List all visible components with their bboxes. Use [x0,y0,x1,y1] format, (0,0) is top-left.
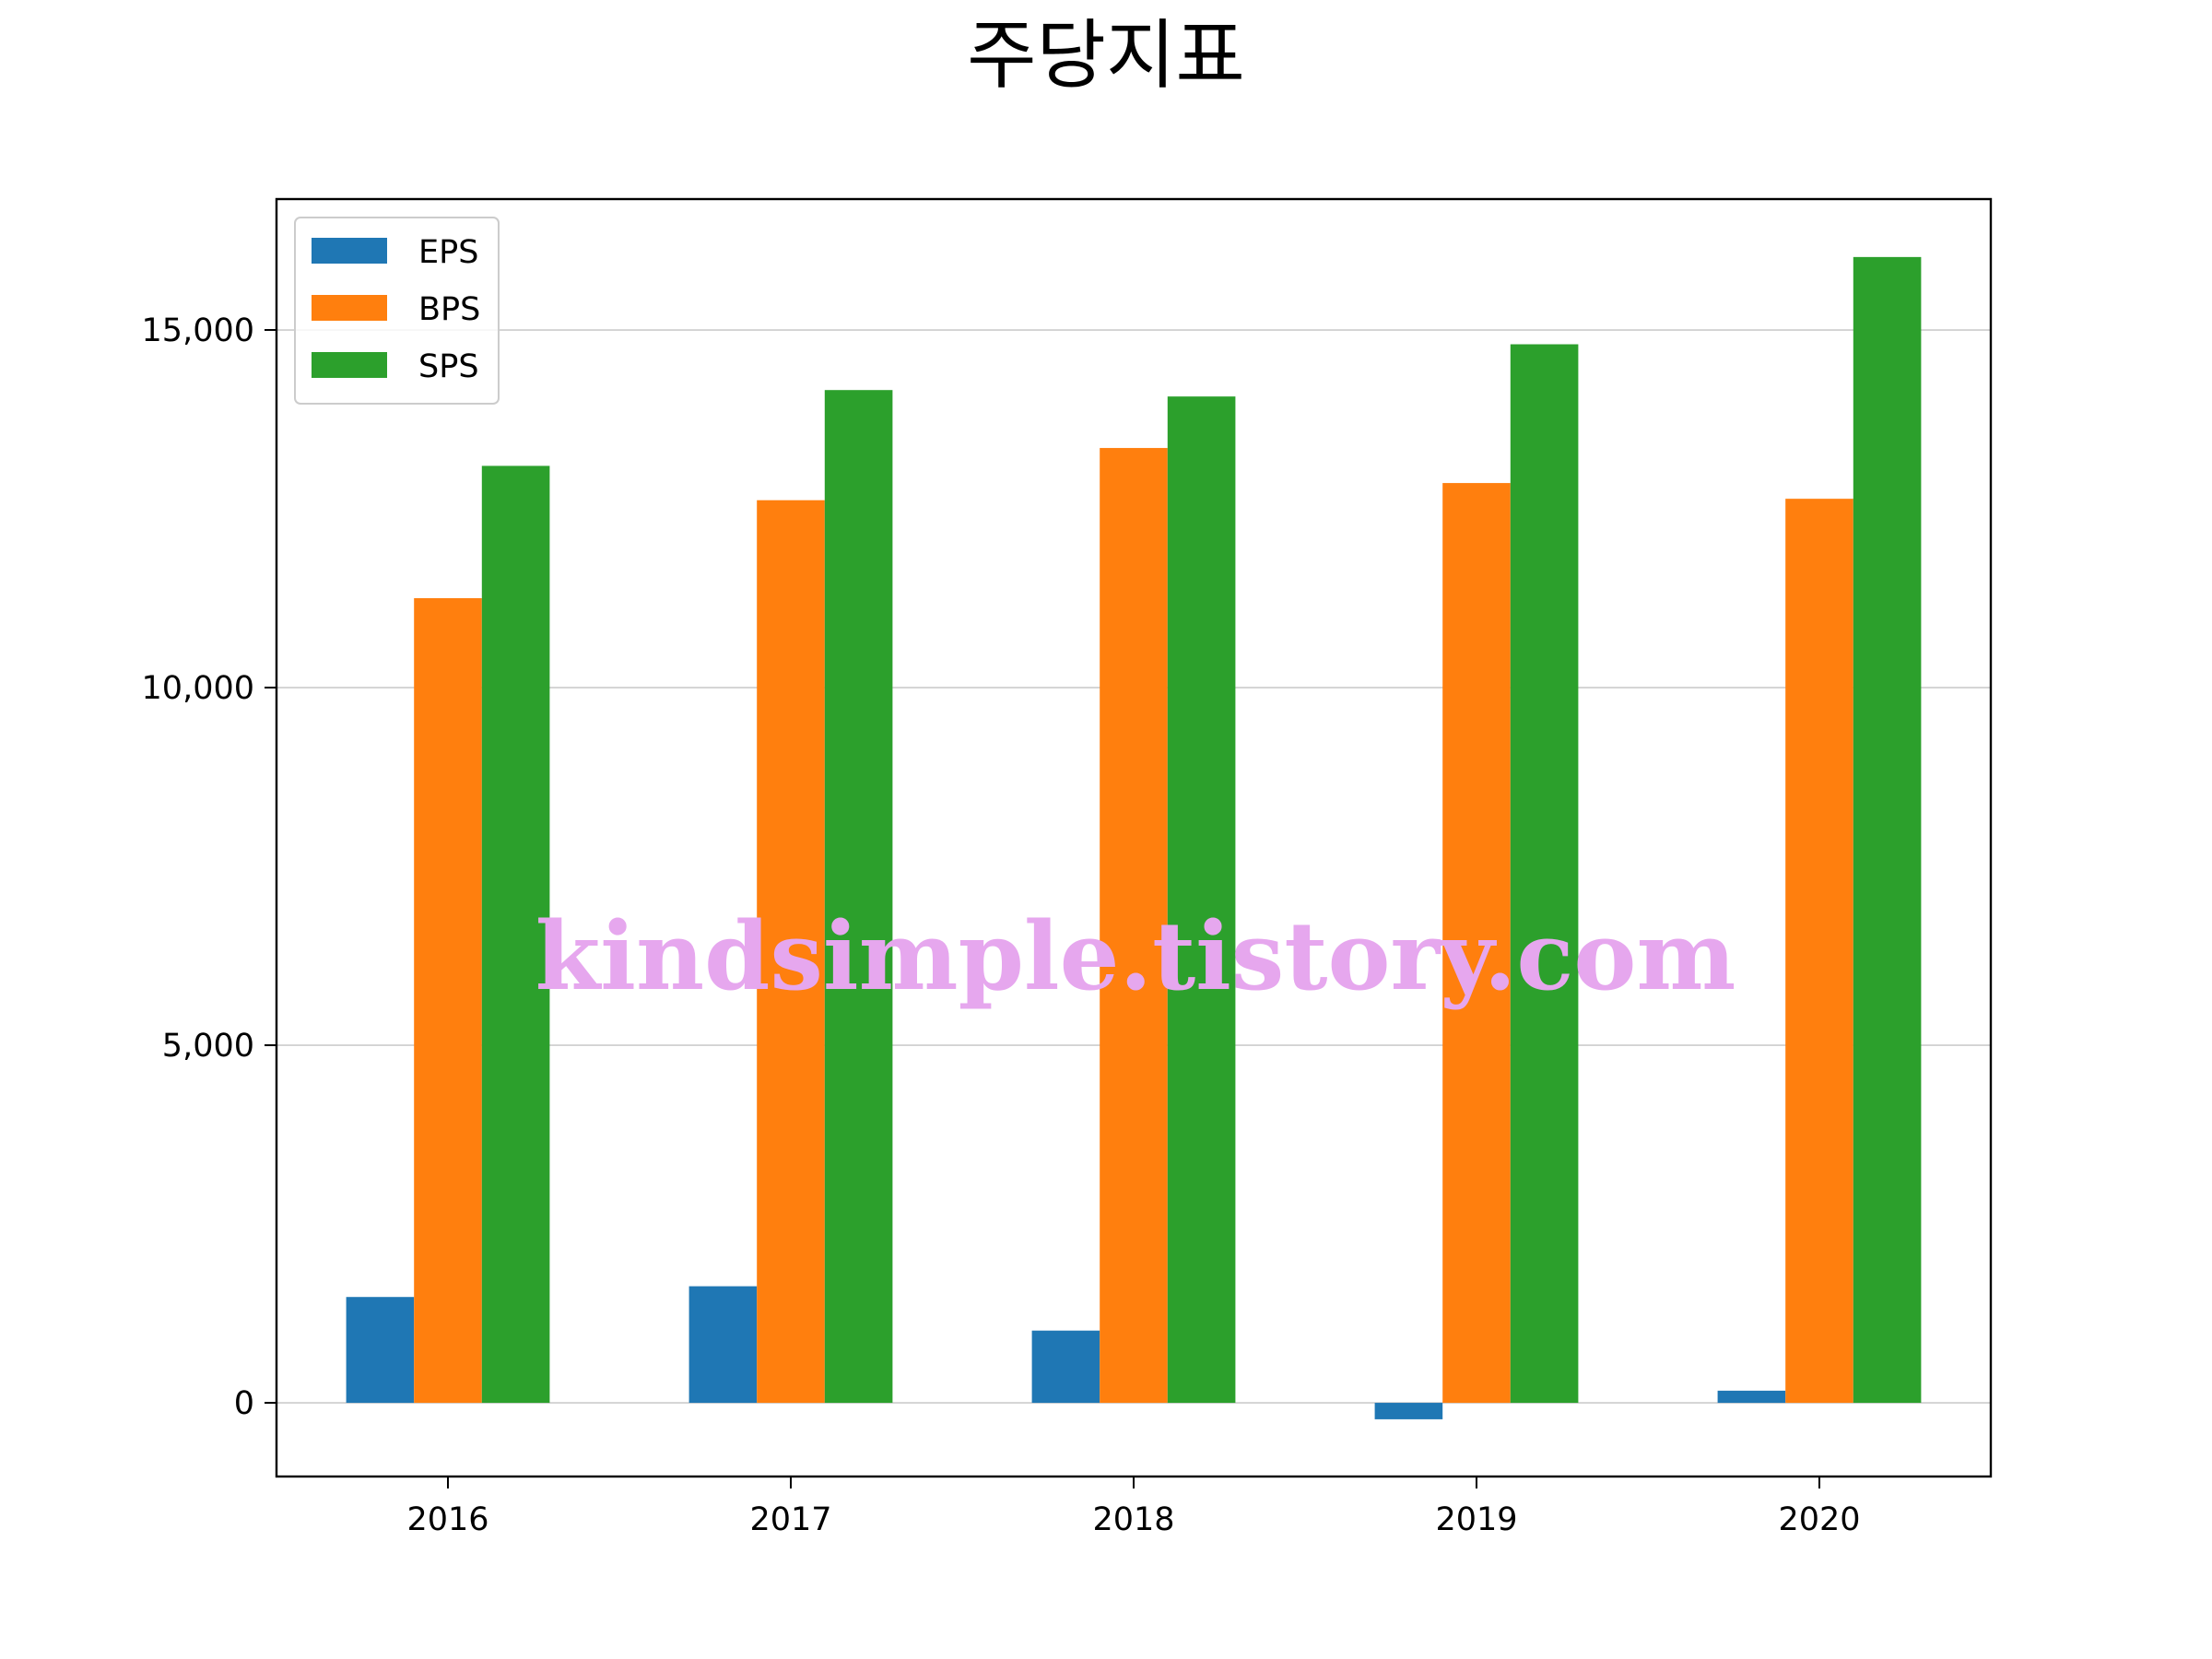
bar-sps-2020 [1853,256,1922,1404]
legend-swatch-sps [312,352,387,378]
y-tick-label: 10,000 [142,670,254,707]
bar-bps-2016 [414,598,482,1404]
x-tick-label: 2018 [1092,1501,1174,1538]
y-tick-label: 15,000 [142,312,254,349]
x-tick-label: 2016 [406,1501,488,1538]
bar-eps-2020 [1717,1390,1786,1404]
x-axis: 2016 2017 2018 2019 2020 [406,1477,1861,1538]
y-tick-label: 5,000 [162,1028,254,1065]
legend-swatch-bps [312,295,387,321]
legend-label-eps: EPS [418,234,478,271]
bar-eps-2019 [1374,1403,1443,1419]
bar-bps-2018 [1100,448,1168,1404]
x-tick-label: 2019 [1435,1501,1517,1538]
bar-eps-2016 [346,1297,415,1404]
bar-sps-2016 [481,465,550,1404]
x-tick-label: 2017 [749,1501,831,1538]
x-tick-label: 2020 [1778,1501,1860,1538]
watermark-text: kindsimple.tistory.com [535,901,1736,1012]
bar-sps-2017 [824,390,893,1404]
legend-label-bps: BPS [418,291,480,328]
bars [346,256,1922,1419]
bar-sps-2018 [1167,396,1236,1404]
bar-bps-2019 [1442,483,1511,1404]
bar-eps-2017 [688,1286,758,1404]
y-tick-label: 0 [234,1385,254,1422]
legend: EPS BPS SPS [294,217,500,405]
bar-bps-2017 [757,500,825,1404]
bar-sps-2019 [1510,344,1579,1404]
chart-title: 주당지표 [967,12,1245,100]
bar-bps-2020 [1785,499,1853,1404]
legend-label-sps: SPS [418,348,479,385]
bar-eps-2018 [1031,1330,1100,1404]
legend-swatch-eps [312,238,387,264]
y-axis: 0 5,000 10,000 15,000 [142,312,276,1422]
